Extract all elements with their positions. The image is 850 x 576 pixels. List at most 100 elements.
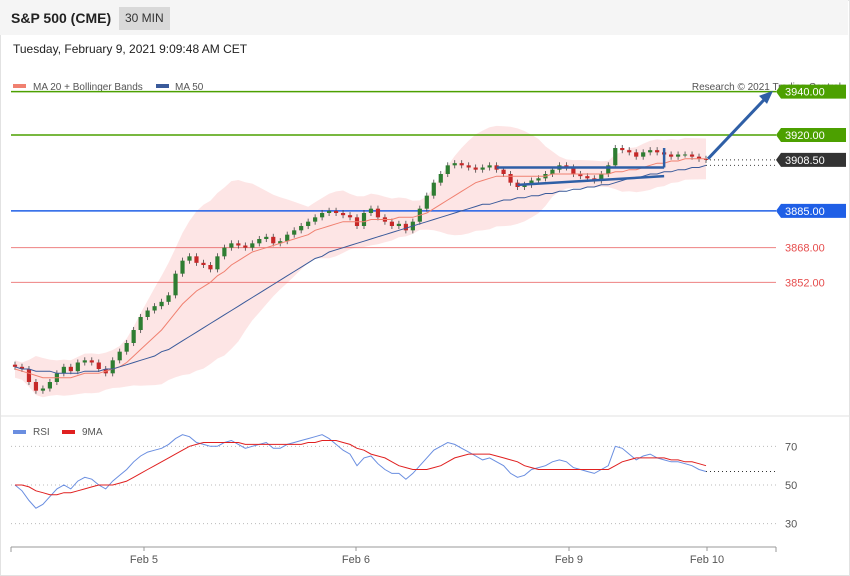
legend-rsi-ma-swatch [62, 430, 75, 434]
candle-body [466, 165, 471, 168]
candle-body [480, 167, 485, 170]
candle-body [620, 148, 625, 151]
candle-body [696, 156, 702, 159]
candle-body [529, 180, 534, 185]
candle-body [634, 152, 639, 157]
candle-body [368, 208, 374, 213]
candle-body [89, 360, 94, 363]
candle-body [501, 169, 506, 174]
candle-body [675, 154, 681, 157]
candle-body [26, 369, 32, 382]
candle-body [292, 230, 297, 235]
candle-body [585, 176, 590, 179]
candle-body [131, 330, 136, 343]
legend-ma50: MA 50 [175, 82, 204, 93]
candle-body [613, 148, 618, 166]
candle-body [19, 366, 25, 369]
level-tag-4: 3868.00 [785, 243, 825, 255]
candle-body [682, 154, 688, 156]
target-arrowhead [759, 90, 773, 104]
level-tag-bg-0 [776, 84, 846, 99]
candle-body [96, 362, 101, 369]
x-tick-label: Feb 10 [690, 554, 724, 566]
level-tag-bg-1 [776, 128, 846, 142]
candle-body [40, 388, 46, 391]
rsi-line [14, 434, 707, 509]
candle-body [578, 174, 583, 177]
candle-body [278, 241, 283, 244]
candle-body [180, 260, 185, 274]
level-tag-2: 3908.50 [785, 155, 825, 167]
ma50-line [14, 164, 707, 374]
candle-body [229, 243, 234, 248]
candle-body [12, 364, 18, 367]
candle-body [361, 213, 367, 226]
candle-body [669, 154, 674, 157]
candle-body [194, 256, 199, 263]
candle-body [452, 163, 457, 166]
candle-body [257, 239, 262, 244]
candle-body [438, 174, 443, 183]
level-tag-1: 3920.00 [785, 130, 825, 142]
candle-body [655, 150, 660, 153]
level-tag-5: 3852.00 [785, 277, 825, 289]
candle-body [703, 158, 709, 160]
candle-body [508, 174, 513, 183]
candle-body [124, 343, 129, 352]
legend-rsi: RSI [33, 427, 50, 438]
candle-body [431, 182, 436, 196]
candle-body [138, 317, 143, 330]
candle-body [515, 182, 520, 187]
candle-body [299, 226, 304, 231]
candle-body [250, 243, 255, 248]
candle-body [264, 236, 269, 239]
candle-body [347, 215, 353, 218]
candle-body [222, 247, 227, 257]
legend-ma20: MA 20 + Bollinger Bands [33, 82, 143, 93]
candle-body [445, 165, 450, 174]
rsi-tick-30: 30 [785, 519, 797, 531]
candle-body [689, 154, 695, 157]
x-tick-label: Feb 5 [130, 554, 158, 566]
candle-body [173, 273, 178, 296]
candle-body [536, 178, 541, 181]
candle-body [236, 243, 241, 246]
candle-body [166, 295, 171, 302]
candle-body [375, 208, 381, 218]
candle-body [82, 360, 87, 363]
candle-body [641, 152, 646, 157]
candle-body [473, 167, 478, 170]
level-tag-0: 3940.00 [785, 87, 825, 99]
rsi-tick-70: 70 [785, 441, 797, 453]
candle-body [320, 213, 325, 218]
legend-ma50-swatch [156, 84, 169, 88]
candle-body [333, 210, 339, 213]
candle-body [627, 150, 632, 153]
candle-body [215, 256, 220, 270]
credit: Research © 2021 Trading Central [692, 82, 841, 93]
candle-body [389, 221, 395, 226]
level-tag-3: 3885.00 [785, 206, 825, 218]
candle-body [648, 150, 653, 153]
interval-badge[interactable]: 30 MIN [119, 7, 170, 30]
candle-body [306, 221, 311, 226]
candle-body [285, 234, 290, 242]
candle-body [403, 223, 408, 231]
candle-body [459, 163, 464, 166]
ma20-line [14, 158, 706, 379]
legend-rsi-swatch [13, 430, 26, 434]
candle-body [75, 362, 80, 372]
candle-body [326, 210, 332, 213]
candle-body [159, 301, 164, 307]
instrument-title: S&P 500 (CME) [11, 10, 112, 26]
candle-body [313, 217, 318, 222]
rsi-tick-50: 50 [785, 480, 797, 492]
candle-body [606, 165, 611, 174]
candle-body [187, 256, 192, 261]
bollinger-band [15, 125, 706, 398]
candle-body [599, 174, 604, 181]
candle-body [396, 223, 401, 226]
candle-body [487, 165, 492, 168]
